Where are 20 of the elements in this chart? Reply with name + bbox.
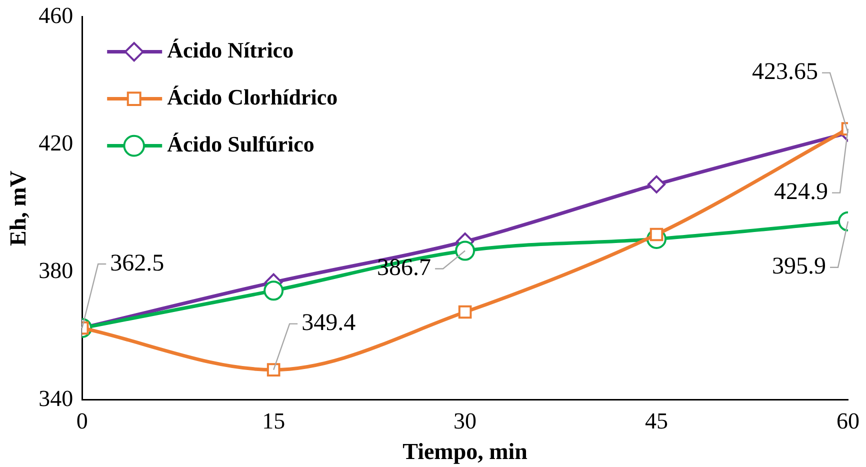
y-tick-label: 340 [38,386,74,411]
x-tick-label: 0 [76,408,88,434]
y-tick-label: 460 [38,2,74,28]
data-label: 424.9 [774,179,828,206]
y-tick-label: 380 [38,258,74,284]
data-label: 349.4 [302,310,356,336]
data-label: 395.9 [772,254,826,280]
x-tick-label: 30 [454,408,477,434]
x-tick-label: 15 [262,408,286,434]
data-label: 386.7 [377,255,432,282]
x-tick-label: 45 [645,408,668,434]
x-axis-title: Tiempo, min [402,439,528,464]
data-label: 423.65 [752,59,818,86]
y-axis-title: Eh, mV [6,170,31,246]
data-label: 362.5 [110,250,164,276]
x-tick-label: 60 [836,408,860,434]
legend-label: Ácido Clorhídrico [167,84,338,110]
y-tick-label: 420 [38,130,74,156]
legend-label: Ácido Sulfúrico [167,131,314,156]
legend-label: Ácido Nítrico [167,37,294,62]
